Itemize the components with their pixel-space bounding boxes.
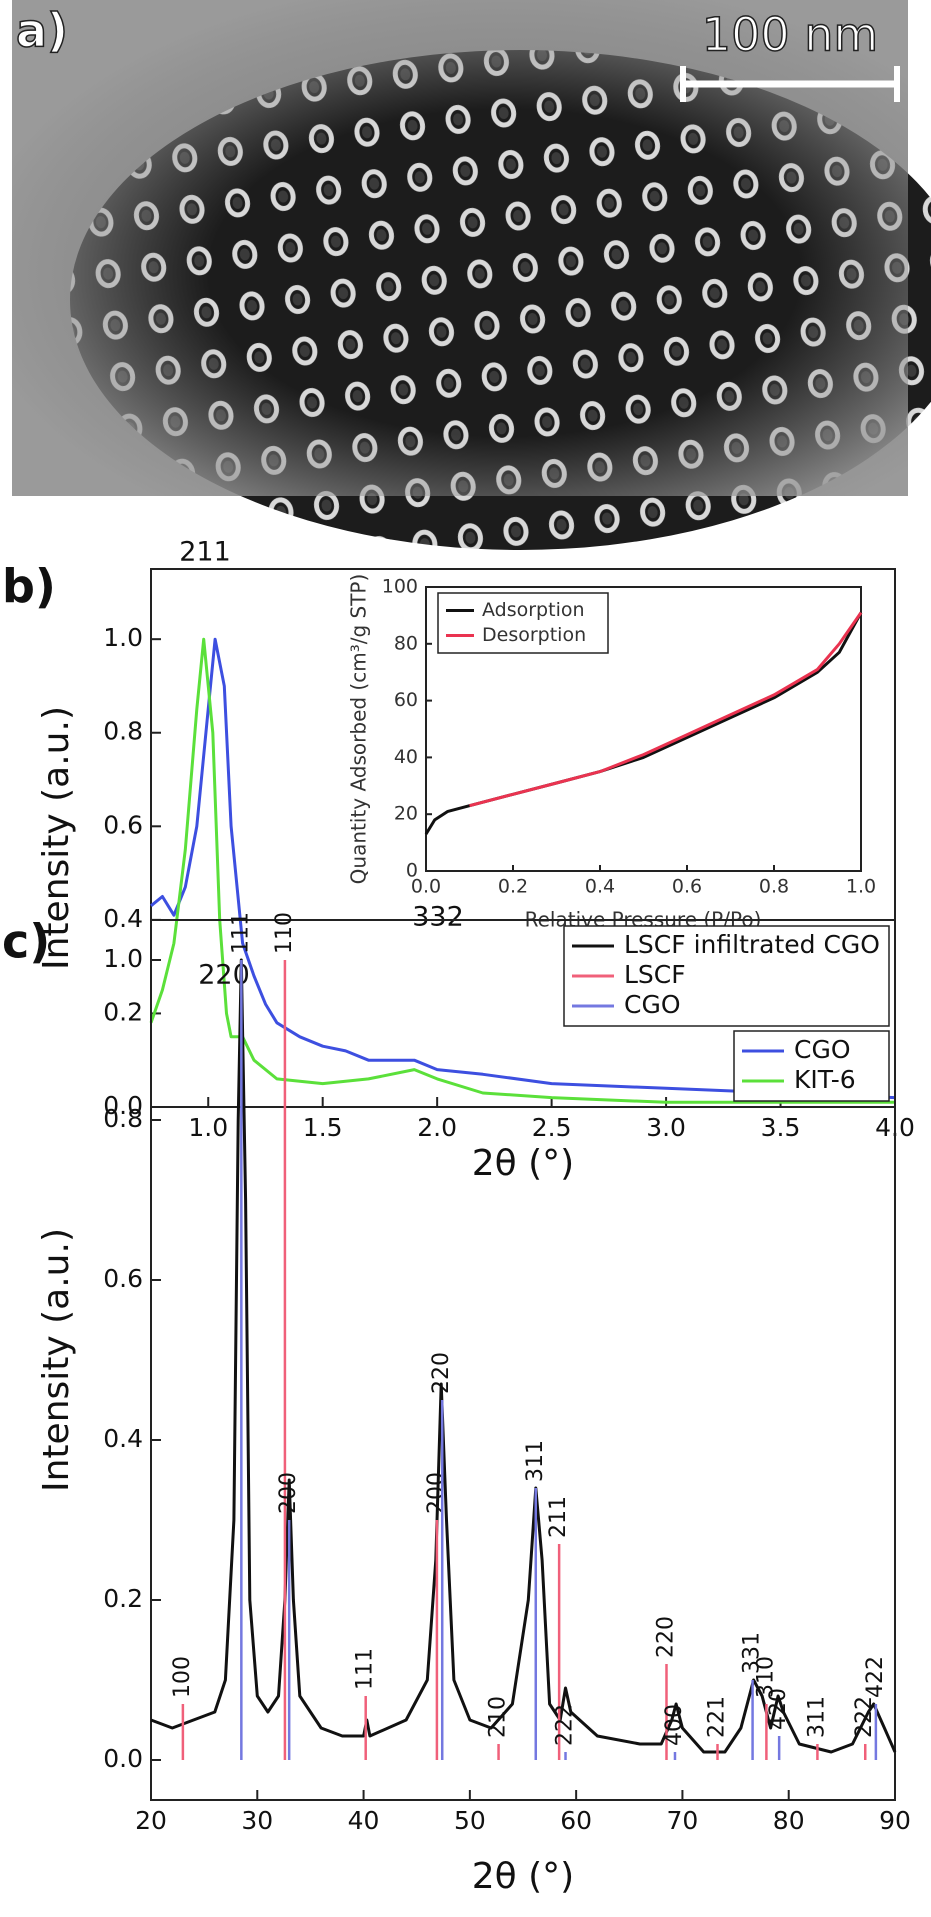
y-tick-label: 0.8 xyxy=(103,1104,143,1133)
x-tick-label: 3.5 xyxy=(761,1113,801,1142)
stick-label: 422 xyxy=(863,1656,888,1698)
stick-label: 220 xyxy=(653,1616,678,1658)
data-line xyxy=(150,637,896,1100)
stick-label: 200 xyxy=(424,1472,449,1514)
x-tick-label: 50 xyxy=(454,1806,486,1835)
stick-label: 110 xyxy=(272,912,297,954)
stick-label: 400 xyxy=(662,1704,687,1746)
y-tick-label: 0.4 xyxy=(103,904,143,933)
legend-label: Adsorption xyxy=(482,599,585,621)
x-tick-label: 40 xyxy=(348,1806,380,1835)
x-tick-label: 0.4 xyxy=(585,876,615,898)
x-tick-label: 1.5 xyxy=(303,1113,343,1142)
stick-label: 420 xyxy=(766,1688,791,1730)
legend-label: CGO xyxy=(794,1035,851,1064)
chart: 1.0 1.5 2.0 2.5 3.0 3.5 4.00.00.20.40.60.81.02… xyxy=(2,537,915,1185)
stick-label: 220 xyxy=(429,1352,454,1394)
stick-label: 331 xyxy=(740,1632,765,1674)
panel-label: b) xyxy=(2,560,56,614)
x-tick-label: 60 xyxy=(560,1806,592,1835)
y-tick-label: 0.0 xyxy=(103,1744,143,1773)
legend-label: LSCF infiltrated CGO xyxy=(624,930,880,959)
y-tick-label: 0.4 xyxy=(103,1424,143,1453)
annotation: 332 xyxy=(412,902,464,933)
annotation: 211 xyxy=(179,537,231,568)
legend-label: LSCF xyxy=(624,960,686,989)
x-axis-title: 2θ (°) xyxy=(472,1143,574,1184)
y-tick-label: 0.6 xyxy=(103,1264,143,1293)
legend-box xyxy=(563,925,890,1027)
stick-label: 211 xyxy=(546,1496,571,1538)
legend-label: KIT-6 xyxy=(794,1065,856,1094)
legend-box xyxy=(733,1030,890,1102)
y-axis-title: Quantity Adsorbed (cm³/g STP) xyxy=(347,574,371,885)
stick-label: 311 xyxy=(523,1440,548,1482)
y-tick-label: 0.6 xyxy=(103,810,143,839)
panel-label: a) xyxy=(16,4,68,58)
plot-frame xyxy=(150,919,896,1801)
x-tick-label: 2.0 xyxy=(417,1113,457,1142)
tem-image: 100 nm a) xyxy=(12,0,931,550)
y-tick-label: 60 xyxy=(394,689,418,711)
x-tick-label: 20 xyxy=(135,1806,167,1835)
y-axis-title: Intensity (a.u.) xyxy=(36,706,77,970)
x-tick-label: 1.0 xyxy=(188,1113,228,1142)
stick-label: 222 xyxy=(553,1704,578,1746)
y-tick-label: 100 xyxy=(382,576,418,598)
data-line xyxy=(150,958,897,1754)
y-tick-label: 0.2 xyxy=(103,1584,143,1613)
stick-label: 310 xyxy=(753,1656,778,1698)
legend-box xyxy=(437,592,609,654)
stick-label: 311 xyxy=(804,1696,829,1738)
stick-label: 221 xyxy=(705,1696,730,1738)
legend-label: Desorption xyxy=(482,624,586,646)
stick-label: 100 xyxy=(170,1656,195,1698)
legend-label: CGO xyxy=(624,990,681,1019)
y-tick-label: 0.8 xyxy=(103,717,143,746)
x-tick-label: 80 xyxy=(773,1806,805,1835)
x-tick-label: 1.0 xyxy=(846,876,876,898)
y-tick-label: 1.0 xyxy=(103,623,143,652)
y-tick-label: 20 xyxy=(394,803,418,825)
stick-label: 111 xyxy=(228,912,253,954)
x-tick-label: 0.2 xyxy=(498,876,528,898)
x-tick-label: 2.5 xyxy=(532,1113,572,1142)
x-tick-label: 30 xyxy=(241,1806,273,1835)
y-tick-label: 0.2 xyxy=(103,997,143,1026)
x-tick-label: 70 xyxy=(667,1806,699,1835)
y-axis-title: Intensity (a.u.) xyxy=(36,1228,77,1492)
x-tick-label: 0.8 xyxy=(759,876,789,898)
x-tick-label: 0.0 xyxy=(411,876,441,898)
data-line xyxy=(469,611,863,808)
y-tick-label: 40 xyxy=(394,746,418,768)
stick-label: 210 xyxy=(486,1696,511,1738)
stick-label: 222 xyxy=(852,1696,877,1738)
y-tick-label: 80 xyxy=(394,632,418,654)
stick-label: 111 xyxy=(353,1648,378,1690)
x-tick-label: 90 xyxy=(879,1806,911,1835)
chart: 20 30 40 50 60 70 80 90 0.0 0.2 0.4 0.6 0.8 1.0 2θ (°)… xyxy=(2,912,911,1897)
y-tick-label: 0.0 xyxy=(103,1091,143,1120)
panel-label: c) xyxy=(2,915,50,969)
plot-frame xyxy=(150,568,896,1108)
scale-bar-label: 100 nm xyxy=(702,8,878,62)
x-axis-title: 2θ (°) xyxy=(472,1856,574,1897)
stick-label: 200 xyxy=(276,1472,301,1514)
x-tick-label: 0.6 xyxy=(672,876,702,898)
x-tick-label: 3.0 xyxy=(646,1113,686,1142)
y-tick-label: 0 xyxy=(406,860,418,882)
y-tick-label: 1.0 xyxy=(103,944,143,973)
image-vignette xyxy=(12,0,908,496)
